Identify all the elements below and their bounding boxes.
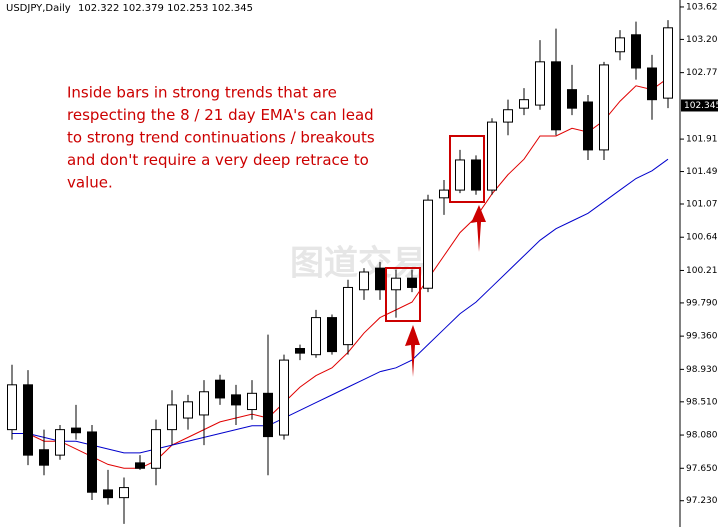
candle-body	[87, 431, 97, 493]
candle-body	[199, 391, 209, 416]
y-tick-label: 98.930	[686, 365, 718, 375]
highlight-box	[449, 135, 485, 203]
candle-body	[423, 199, 433, 289]
candle-body	[167, 404, 177, 431]
y-tick-label: 100.210	[686, 266, 718, 276]
candle-body	[471, 159, 481, 191]
candle-body	[71, 427, 81, 434]
y-tick-label: 98.080	[686, 431, 718, 441]
candle-body	[615, 37, 625, 53]
ohlc-header: 102.322 102.379 102.253 102.345	[78, 3, 253, 14]
y-tick-label: 97.230	[686, 496, 718, 506]
y-tick-label: 101.910	[686, 135, 718, 145]
candle-body	[119, 487, 129, 499]
annotation-line: Inside bars in strong trends that are	[67, 84, 337, 102]
candle-body	[135, 462, 145, 469]
candle-body	[359, 271, 369, 291]
last-price-label: 102.345	[684, 101, 718, 111]
candle-body	[487, 121, 497, 191]
candle-body	[631, 34, 641, 69]
y-tick-label: 103.200	[686, 35, 718, 45]
annotation-line: to strong trend continuations / breakout…	[67, 129, 375, 147]
candle-body	[231, 394, 241, 406]
arrow	[405, 325, 420, 377]
annotation-line: and don't require a very deep retrace to	[67, 151, 369, 169]
candle-body	[55, 429, 65, 456]
annotation-line: respecting the 8 / 21 day EMA's can lead	[67, 106, 374, 124]
symbol-title: USDJPY,Daily	[6, 3, 71, 14]
candle-body	[519, 99, 529, 109]
candle-body	[295, 348, 305, 354]
candle-body	[439, 189, 449, 199]
y-tick-label: 102.770	[686, 68, 718, 78]
watermark: 图道交易	[290, 244, 426, 284]
candle-body	[103, 489, 113, 499]
candle-body	[375, 267, 385, 291]
candle-body	[535, 61, 545, 106]
arrow	[471, 205, 486, 252]
y-tick-label: 100.640	[686, 233, 718, 243]
highlight-box	[385, 267, 421, 322]
candle-body	[647, 67, 657, 101]
candle-body	[279, 359, 289, 436]
candle-body	[327, 317, 337, 353]
candle-body	[247, 392, 257, 411]
ema-line	[12, 158, 669, 454]
candle-body	[311, 317, 321, 356]
y-tick-label: 103.620	[686, 2, 718, 12]
candle-body	[23, 384, 33, 456]
candle-body	[455, 159, 465, 191]
annotation-line: value.	[67, 174, 113, 192]
candle-body	[599, 64, 609, 151]
candle-body	[183, 401, 193, 419]
y-tick-label: 99.790	[686, 298, 718, 308]
y-tick-label: 98.510	[686, 397, 718, 407]
candle-body	[391, 277, 401, 291]
candle-body	[583, 101, 593, 151]
candle-body	[7, 384, 17, 431]
candle-body	[503, 109, 513, 123]
candle-body	[263, 392, 273, 438]
last-price-box	[681, 99, 718, 112]
y-tick-label: 101.070	[686, 200, 718, 210]
candle-body	[567, 89, 577, 109]
candle-body	[663, 27, 673, 99]
y-tick-label: 101.490	[686, 167, 718, 177]
candle-body	[215, 379, 225, 399]
candle-body	[151, 429, 161, 469]
y-tick-label: 99.360	[686, 332, 718, 342]
candle-body	[39, 449, 49, 466]
candle-body	[407, 277, 417, 288]
candle-body	[551, 61, 561, 131]
ema-line	[12, 77, 669, 469]
y-tick-label: 97.650	[686, 464, 718, 474]
candle-body	[343, 286, 353, 346]
